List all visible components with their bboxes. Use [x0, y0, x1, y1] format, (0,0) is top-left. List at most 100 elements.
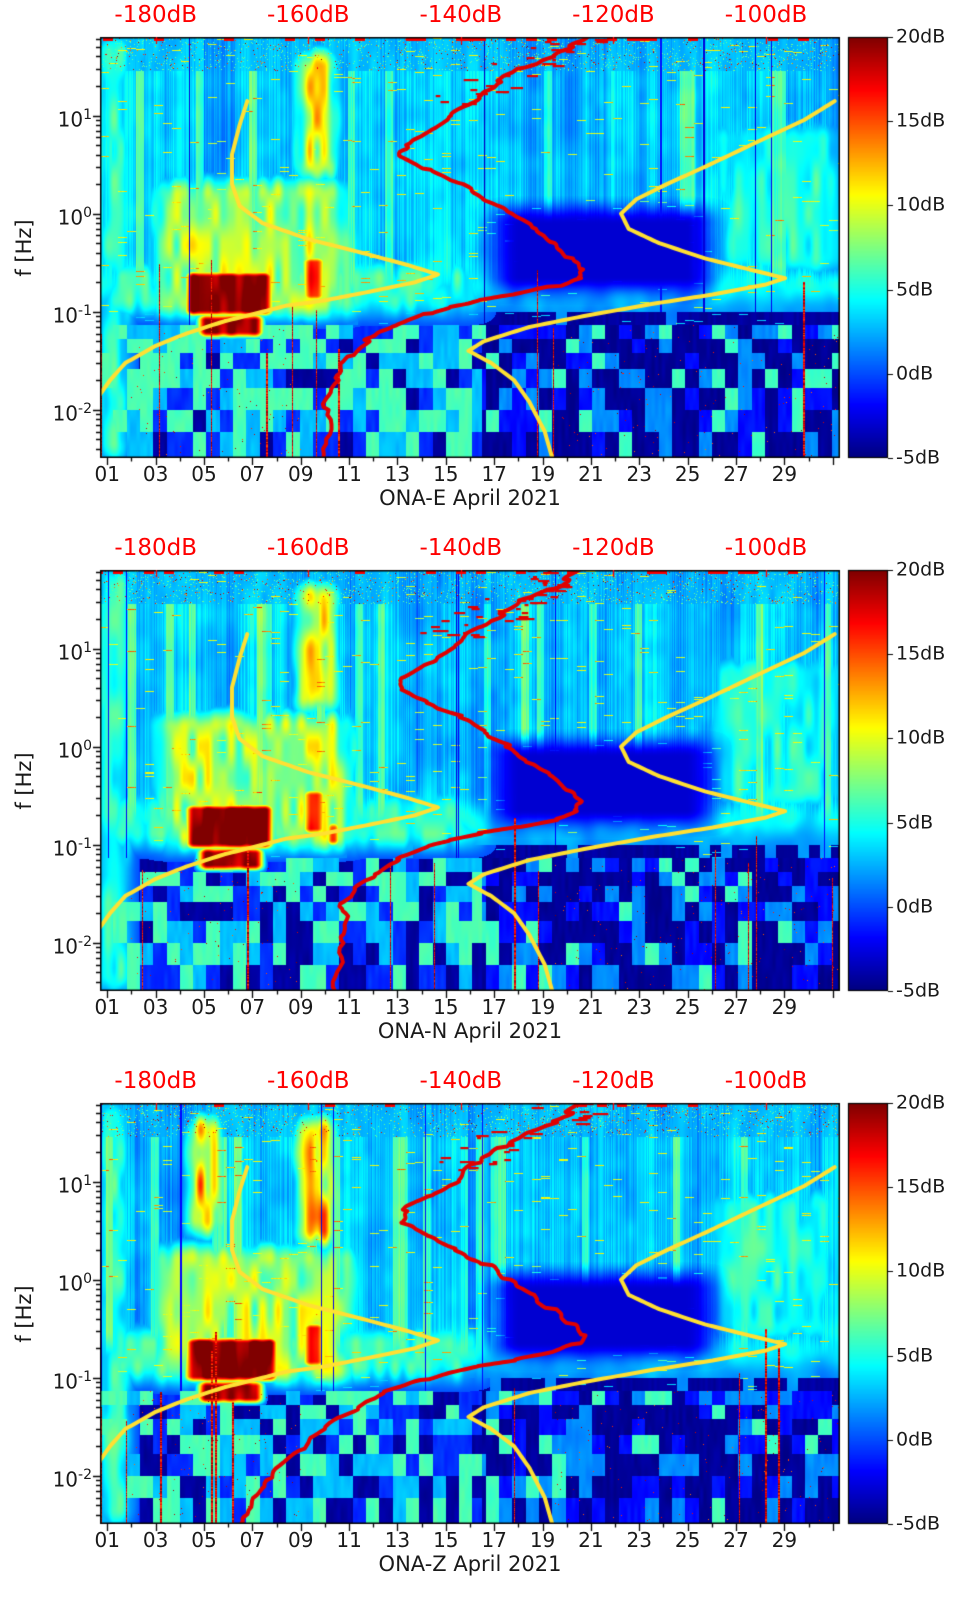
- x-axis-tick-label: 01: [94, 1528, 120, 1552]
- x-axis-tick-label: 07: [239, 462, 266, 486]
- top-axis-tick-label: -120dB: [572, 535, 655, 561]
- colorbar-tick-label: -5dB: [896, 1512, 941, 1535]
- colorbar-tick-label: 20dB: [896, 558, 946, 581]
- y-tick-exponent: 0: [83, 1270, 92, 1287]
- y-tick-exponent: 1: [83, 639, 92, 656]
- x-axis-tick-label: 03: [142, 995, 169, 1019]
- panel-ona-e: -180dB -160dB -140dB -120dB -100dB 01 03 05 07 09…: [0, 0, 962, 533]
- x-axis-tick-label: 29: [771, 462, 798, 486]
- y-tick-base: 10: [52, 836, 79, 861]
- y-tick-exponent: -1: [78, 835, 92, 852]
- x-axis-tick-label: 09: [287, 462, 314, 486]
- colorbar-tick-label: -5dB: [896, 979, 941, 1002]
- y-axis-tick-label: 10-1: [28, 298, 92, 328]
- y-axis-tick-label: 10-2: [28, 396, 92, 426]
- x-axis-tick-label: 13: [384, 995, 411, 1019]
- y-axis-tick-label: 100: [28, 733, 92, 763]
- x-axis-tick-label: 27: [723, 1528, 749, 1552]
- x-axis-tick-label: 11: [336, 1528, 362, 1552]
- top-axis-tick-label: -100dB: [724, 535, 808, 561]
- y-tick-exponent: 1: [83, 106, 92, 123]
- colorbar-tick-label: 15dB: [896, 1175, 946, 1198]
- top-axis-tick-label: -140dB: [419, 1068, 503, 1094]
- top-axis-tick-label: -100dB: [724, 1068, 808, 1094]
- panel-ona-n: -180dB -160dB -140dB -120dB -100dB 01 03 05 07 09…: [0, 533, 962, 1066]
- y-tick-base: 10: [52, 303, 79, 328]
- y-axis-tick-label: 100: [28, 200, 92, 230]
- y-axis-title: f [Hz]: [12, 218, 36, 277]
- colorbar-tick-label: 10dB: [896, 193, 946, 216]
- x-axis-title: ONA-N April 2021: [377, 1019, 563, 1043]
- y-axis-tick-label: 101: [28, 635, 92, 665]
- y-tick-exponent: 0: [83, 737, 92, 754]
- colorbar-tick-label: 20dB: [896, 1091, 946, 1114]
- x-axis-tick-label: 03: [142, 1528, 169, 1552]
- x-axis-tick-label: 25: [674, 995, 701, 1019]
- top-axis-tick-label: -160dB: [266, 535, 350, 561]
- y-tick-exponent: 1: [83, 1172, 92, 1189]
- x-axis-tick-label: 23: [626, 1528, 652, 1552]
- x-axis-tick-label: 05: [191, 995, 217, 1019]
- x-axis-tick-label: 11: [336, 995, 362, 1019]
- y-axis-title: f [Hz]: [12, 1284, 36, 1343]
- colorbar-tick-label: 20dB: [896, 25, 946, 48]
- x-axis-tick-label: 17: [481, 462, 507, 486]
- x-axis-tick-label: 15: [433, 995, 459, 1019]
- x-axis-title: ONA-Z April 2021: [378, 1552, 562, 1576]
- x-axis-tick-label: 29: [771, 995, 798, 1019]
- colorbar-tick-label: 5dB: [896, 278, 934, 301]
- x-axis-tick-label: 05: [191, 462, 217, 486]
- y-tick-base: 10: [57, 1173, 84, 1198]
- x-axis-tick-label: 15: [433, 1528, 459, 1552]
- top-axis-tick-label: -140dB: [419, 535, 503, 561]
- colorbar-tick-label: 0dB: [896, 895, 934, 918]
- spectrogram-canvas-ona-z: [0, 1066, 962, 1599]
- y-tick-base: 10: [52, 1369, 79, 1394]
- y-axis-title: f [Hz]: [12, 751, 36, 810]
- y-tick-exponent: 0: [83, 204, 92, 221]
- spectrogram-canvas-ona-e: [0, 0, 962, 533]
- colorbar-tick-label: 15dB: [896, 109, 946, 132]
- x-axis-tick-label: 17: [481, 995, 507, 1019]
- top-axis-tick-label: -160dB: [266, 1068, 350, 1094]
- colorbar-tick-label: 10dB: [896, 1259, 946, 1282]
- x-axis-tick-label: 19: [529, 1528, 556, 1552]
- top-axis-tick-label: -180dB: [114, 535, 197, 561]
- y-tick-base: 10: [57, 738, 84, 763]
- y-tick-exponent: -1: [78, 1368, 92, 1385]
- x-axis-tick-label: 17: [481, 1528, 507, 1552]
- x-axis-title: ONA-E April 2021: [379, 486, 561, 510]
- top-axis-tick-label: -140dB: [419, 2, 503, 28]
- top-axis-tick-label: -180dB: [114, 2, 197, 28]
- x-axis-tick-label: 27: [723, 995, 749, 1019]
- y-tick-exponent: -2: [78, 933, 92, 950]
- x-axis-tick-label: 23: [626, 462, 652, 486]
- y-tick-exponent: -2: [78, 400, 92, 417]
- x-axis-tick-label: 15: [433, 462, 459, 486]
- x-axis-tick-label: 21: [578, 995, 604, 1019]
- x-axis-tick-label: 01: [94, 462, 120, 486]
- y-tick-base: 10: [52, 934, 79, 959]
- colorbar-tick-label: 10dB: [896, 726, 946, 749]
- y-axis-tick-label: 101: [28, 102, 92, 132]
- y-tick-base: 10: [52, 1467, 79, 1492]
- x-axis-tick-label: 25: [674, 462, 701, 486]
- y-axis-tick-label: 10-2: [28, 1462, 92, 1492]
- colorbar-tick-label: 5dB: [896, 1344, 934, 1367]
- colorbar-tick-label: 15dB: [896, 642, 946, 665]
- top-axis-tick-label: -180dB: [114, 1068, 197, 1094]
- colorbar-tick-label: 5dB: [896, 811, 934, 834]
- x-axis-tick-label: 21: [578, 462, 604, 486]
- x-axis-tick-label: 09: [287, 1528, 314, 1552]
- y-axis-tick-label: 100: [28, 1266, 92, 1296]
- x-axis-tick-label: 13: [384, 462, 411, 486]
- top-axis-tick-label: -160dB: [266, 2, 350, 28]
- x-axis-tick-label: 19: [529, 995, 556, 1019]
- colorbar-tick-label: 0dB: [896, 1428, 934, 1451]
- x-axis-tick-label: 03: [142, 462, 169, 486]
- x-axis-tick-label: 27: [723, 462, 749, 486]
- y-axis-tick-label: 10-1: [28, 831, 92, 861]
- x-axis-tick-label: 21: [578, 1528, 604, 1552]
- top-axis-tick-label: -120dB: [572, 1068, 655, 1094]
